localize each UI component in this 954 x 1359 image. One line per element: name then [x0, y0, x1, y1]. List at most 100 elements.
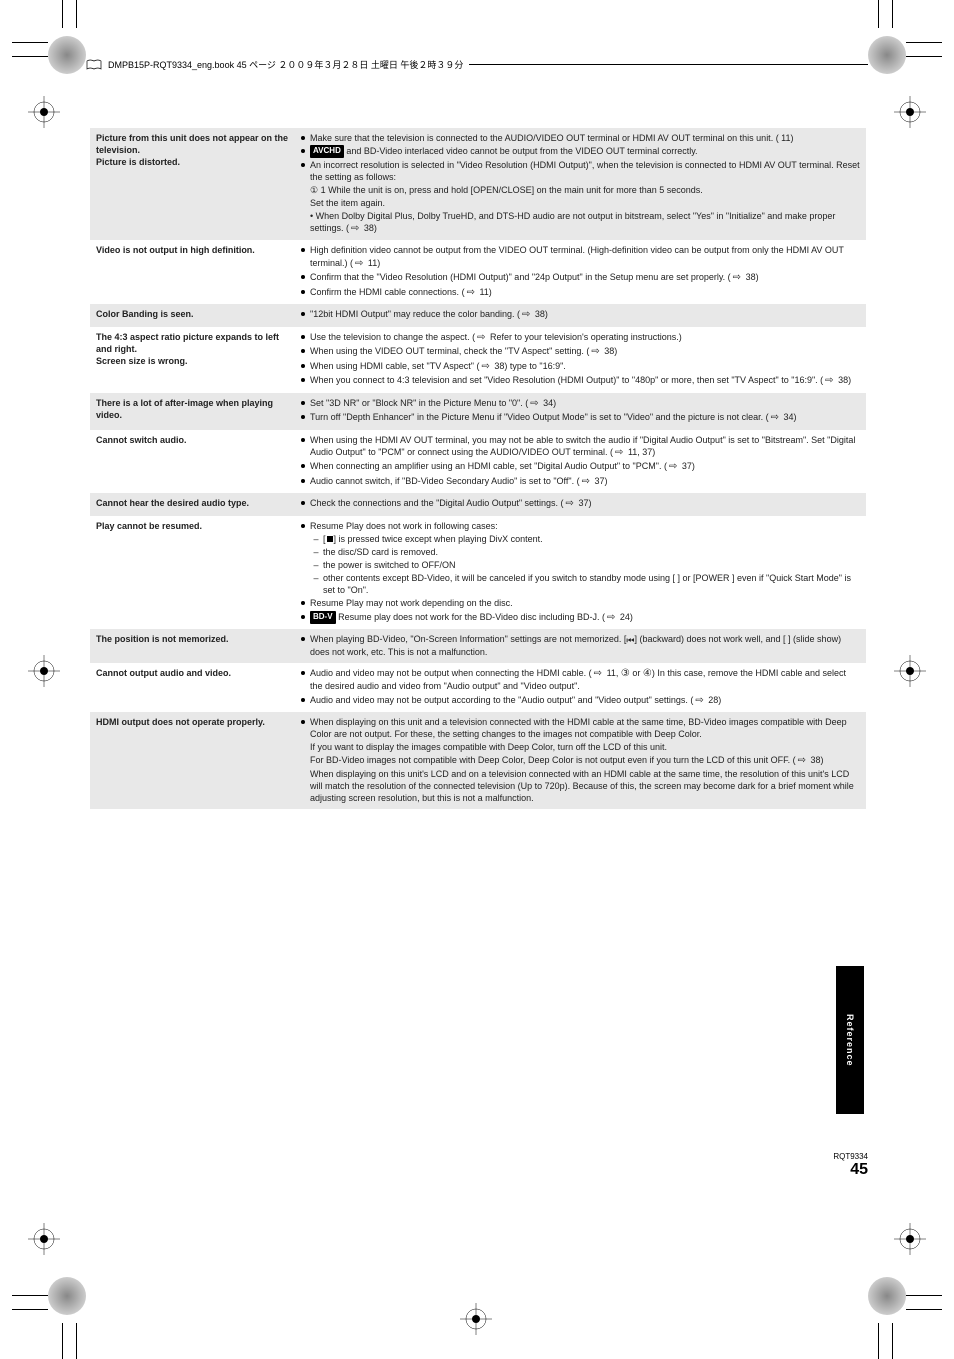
row-content: When displaying on this unit and a telev…: [295, 712, 866, 809]
list-item: Turn off "Depth Enhancer" in the Picture…: [301, 411, 860, 425]
registration-mark-icon: [894, 1223, 926, 1255]
list-item: –[] is pressed twice except when playing…: [301, 533, 860, 545]
dash-icon: –: [313, 572, 319, 584]
binding-hole-tr: [868, 36, 906, 74]
list-item: When connecting an amplifier using an HD…: [301, 460, 860, 474]
bullet-icon: [301, 349, 305, 353]
row-heading: The position is not memorized.: [90, 629, 295, 663]
row-heading: The 4:3 aspect ratio picture expands to …: [90, 327, 295, 393]
bookpath-text: DMPB15P-RQT9334_eng.book 45 ページ ２００９年３月２…: [102, 58, 469, 71]
table-row: The 4:3 aspect ratio picture expands to …: [90, 327, 866, 393]
table-row: Cannot output audio and video.Audio and …: [90, 663, 866, 712]
table-row: Video is not output in high definition.H…: [90, 240, 866, 304]
list-item: When displaying on this unit's LCD and o…: [301, 768, 860, 804]
bookpath-header: DMPB15P-RQT9334_eng.book 45 ページ ２００９年３月２…: [86, 54, 868, 74]
list-item: Check the connections and the "Digital A…: [301, 497, 860, 511]
bullet-icon: [301, 335, 305, 339]
row-heading: Color Banding is seen.: [90, 304, 295, 327]
binding-hole-bl: [48, 1277, 86, 1315]
bullet-icon: [301, 378, 305, 382]
bullet-icon: [301, 401, 305, 405]
list-item: Resume Play does not work in following c…: [301, 520, 860, 532]
table-row: Play cannot be resumed.Resume Play does …: [90, 516, 866, 629]
row-heading: Cannot hear the desired audio type.: [90, 493, 295, 516]
bullet-icon: [301, 479, 305, 483]
bullet-icon: [301, 149, 305, 153]
table-row: There is a lot of after-image when playi…: [90, 393, 866, 430]
list-item: When using the VIDEO OUT terminal, check…: [301, 345, 860, 359]
bullet-icon: [301, 136, 305, 140]
list-item: When using HDMI cable, set "TV Aspect" (…: [301, 360, 860, 374]
row-content: Resume Play does not work in following c…: [295, 516, 866, 629]
list-item: ① 1 While the unit is on, press and hold…: [301, 184, 860, 208]
registration-mark-icon: [460, 1303, 492, 1335]
list-item: If you want to display the images compat…: [301, 741, 860, 767]
row-content: Use the television to change the aspect.…: [295, 327, 866, 393]
row-content: When playing BD-Video, "On-Screen Inform…: [295, 629, 866, 663]
bullet-icon: [301, 464, 305, 468]
troubleshooting-table: Picture from this unit does not appear o…: [90, 128, 866, 809]
registration-mark-icon: [28, 655, 60, 687]
bullet-icon: [301, 312, 305, 316]
bullet-icon: [301, 698, 305, 702]
list-item: Audio and video may not be output accord…: [301, 694, 860, 708]
list-item: When using the HDMI AV OUT terminal, you…: [301, 434, 860, 460]
list-item: Audio and video may not be output when c…: [301, 667, 860, 693]
list-item: –the power is switched to OFF/ON: [301, 559, 860, 571]
bullet-icon: [301, 671, 305, 675]
list-item: Resume Play may not work depending on th…: [301, 597, 860, 609]
bullet-icon: [301, 438, 305, 442]
bullet-icon: [301, 364, 305, 368]
bullet-icon: [301, 290, 305, 294]
bullet-icon: [301, 415, 305, 419]
list-item: Confirm that the "Video Resolution (HDMI…: [301, 271, 860, 285]
list-item: –other contents except BD-Video, it will…: [301, 572, 860, 596]
table-row: Cannot switch audio.When using the HDMI …: [90, 430, 866, 494]
bullet-icon: [301, 248, 305, 252]
row-content: Set "3D NR" or "Block NR" in the Picture…: [295, 393, 866, 430]
registration-mark-icon: [28, 96, 60, 128]
row-heading: Picture from this unit does not appear o…: [90, 128, 295, 240]
table-row: Cannot hear the desired audio type. Check…: [90, 493, 866, 516]
list-item: Set "3D NR" or "Block NR" in the Picture…: [301, 397, 860, 411]
list-item: High definition video cannot be output f…: [301, 244, 860, 270]
list-item: Audio cannot switch, if "BD-Video Second…: [301, 475, 860, 489]
table-row: Picture from this unit does not appear o…: [90, 128, 866, 240]
row-content: High definition video cannot be output f…: [295, 240, 866, 304]
table-row: The position is not memorized.When playi…: [90, 629, 866, 663]
bullet-icon: [301, 163, 305, 167]
footer-rqt: RQT9334: [833, 1152, 868, 1161]
list-item: Confirm the HDMI cable connections. (⇨ 1…: [301, 286, 860, 300]
list-item: Make sure that the television is connect…: [301, 132, 860, 144]
registration-mark-icon: [894, 655, 926, 687]
binding-hole-br: [868, 1277, 906, 1315]
dash-icon: –: [313, 546, 319, 558]
list-item: • When Dolby Digital Plus, Dolby TrueHD,…: [301, 210, 860, 236]
list-item: AVCHD and BD-Video interlaced video cann…: [301, 145, 860, 158]
list-item: When displaying on this unit and a telev…: [301, 716, 860, 740]
list-item: –the disc/SD card is removed.: [301, 546, 860, 558]
bullet-icon: [301, 501, 305, 505]
bullet-icon: [301, 637, 305, 641]
list-item: When playing BD-Video, "On-Screen Inform…: [301, 633, 860, 658]
row-heading: Cannot switch audio.: [90, 430, 295, 494]
binding-hole-tl: [48, 36, 86, 74]
table-row: HDMI output does not operate properly.Wh…: [90, 712, 866, 809]
bullet-icon: [301, 615, 305, 619]
registration-mark-icon: [28, 1223, 60, 1255]
row-content: Check the connections and the "Digital A…: [295, 493, 866, 516]
book-icon: [86, 58, 102, 70]
row-content: Audio and video may not be output when c…: [295, 663, 866, 712]
bullet-icon: [301, 601, 305, 605]
dash-icon: –: [313, 533, 319, 545]
page-number: 45: [833, 1161, 868, 1179]
row-heading: Cannot output audio and video.: [90, 663, 295, 712]
registration-mark-icon: [894, 96, 926, 128]
row-heading: Video is not output in high definition.: [90, 240, 295, 304]
list-item: When you connect to 4:3 television and s…: [301, 374, 860, 388]
row-content: Make sure that the television is connect…: [295, 128, 866, 240]
bullet-icon: [301, 720, 305, 724]
bullet-icon: [301, 275, 305, 279]
list-item: "12bit HDMI Output" may reduce the color…: [301, 308, 860, 322]
bullet-icon: [301, 524, 305, 528]
